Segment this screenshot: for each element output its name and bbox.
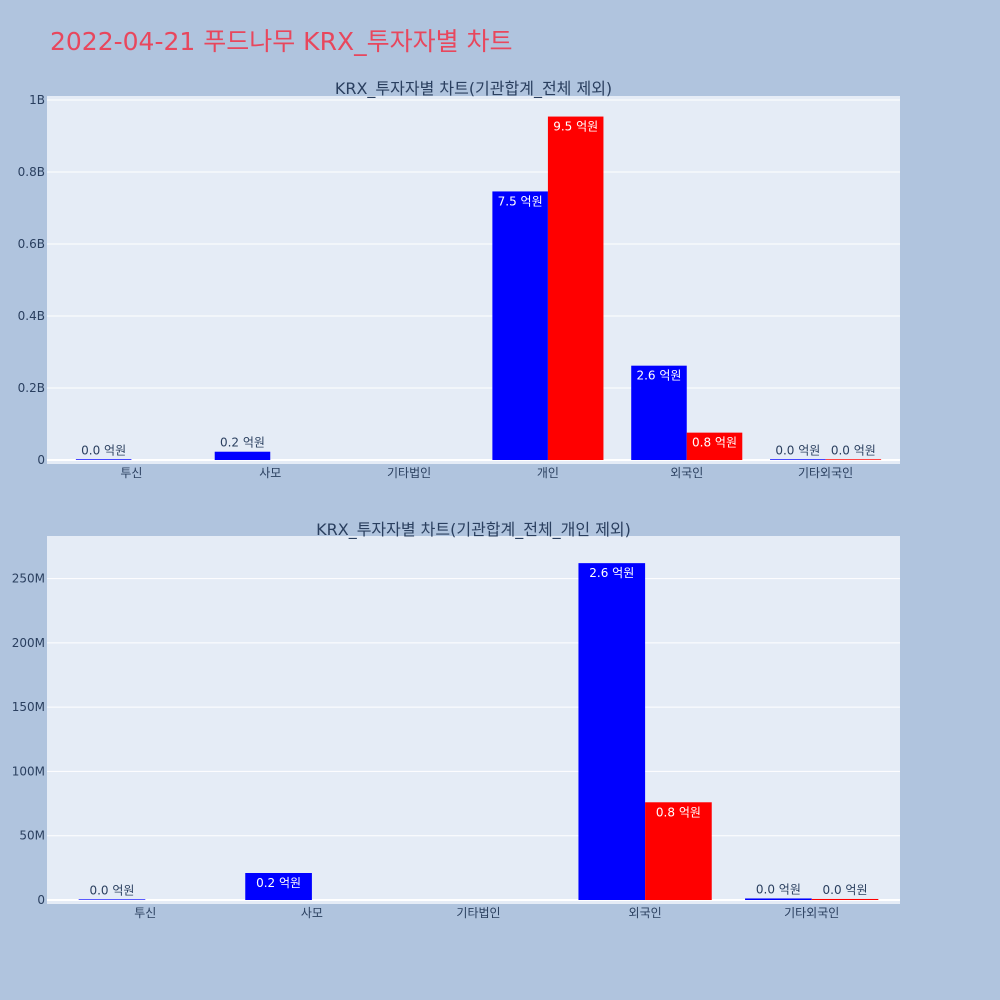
plot-area <box>47 96 900 464</box>
data-label: 7.5 억원 <box>498 194 543 208</box>
chart-title: KRX_투자자별 차트(기관합계_전체 제외) <box>335 79 612 99</box>
y-tick-label: 100M <box>12 764 45 778</box>
bar-sell <box>547 116 604 460</box>
x-tick-label: 기타법인 <box>456 906 500 920</box>
chart-title: KRX_투자자별 차트(기관합계_전체_개인 제외) <box>316 520 631 540</box>
bar-buy <box>770 459 826 460</box>
data-label: 0.0 억원 <box>823 883 868 897</box>
y-tick-label: 1B <box>29 93 45 107</box>
x-tick-label: 기타외국인 <box>784 906 839 920</box>
bar-buy <box>492 191 548 460</box>
data-label: 0.0 억원 <box>831 443 876 457</box>
data-label: 0.8 억원 <box>656 805 701 819</box>
y-tick-label: 0 <box>37 893 45 907</box>
x-tick-label: 기타법인 <box>387 466 431 480</box>
bar-buy <box>578 563 646 900</box>
y-tick-label: 250M <box>12 572 45 586</box>
x-tick-label: 투신 <box>120 466 142 480</box>
y-tick-label: 150M <box>12 700 45 714</box>
y-tick-label: 0.2B <box>18 381 45 395</box>
chart-1: 0 0.2B 0.4B 0.6B 0.8B 1B KRX_투자자별 차트(기관합계_전체 제… <box>18 79 900 480</box>
bar-buy <box>745 898 812 900</box>
plot-area <box>47 536 900 904</box>
x-tick-label: 사모 <box>301 906 323 920</box>
bar-buy <box>78 899 146 900</box>
bar-buy <box>214 451 271 460</box>
data-label: 0.0 억원 <box>775 443 820 457</box>
data-label: 9.5 억원 <box>553 120 598 134</box>
data-label: 2.6 억원 <box>636 369 681 383</box>
data-label: 0.0 억원 <box>81 443 126 457</box>
x-tick-label: 외국인 <box>629 906 662 920</box>
bar-sell <box>825 459 882 460</box>
data-label: 0.0 억원 <box>756 882 801 896</box>
y-tick-label: 200M <box>12 636 45 650</box>
chart-2: 0 50M 100M 150M 200M 250M KRX_투자자별 차트(기관합계_전체_… <box>12 520 900 920</box>
x-tick-label: 기타외국인 <box>798 466 853 480</box>
x-tick-label: 외국인 <box>670 466 703 480</box>
bar-buy <box>245 873 312 900</box>
data-label: 0.2 억원 <box>256 876 301 890</box>
y-tick-label: 0.8B <box>18 165 45 179</box>
x-tick-label: 사모 <box>259 466 281 480</box>
page-title: 2022-04-21 푸드나무 KRX_투자자별 차트 <box>50 27 513 56</box>
bar-sell <box>686 432 743 460</box>
bar-sell <box>645 802 712 900</box>
bar-buy <box>75 459 132 460</box>
y-tick-label: 0 <box>37 453 45 467</box>
data-label: 2.6 억원 <box>589 566 634 580</box>
x-tick-label: 개인 <box>537 466 559 480</box>
y-tick-label: 50M <box>19 829 45 843</box>
bar-sell <box>811 898 879 900</box>
x-tick-label: 투신 <box>134 906 156 920</box>
data-label: 0.2 억원 <box>220 436 265 450</box>
y-tick-label: 0.4B <box>18 309 45 323</box>
data-label: 0.8 억원 <box>692 436 737 450</box>
data-label: 0.0 억원 <box>89 883 134 897</box>
bar-buy <box>631 365 687 460</box>
y-tick-label: 0.6B <box>18 237 45 251</box>
